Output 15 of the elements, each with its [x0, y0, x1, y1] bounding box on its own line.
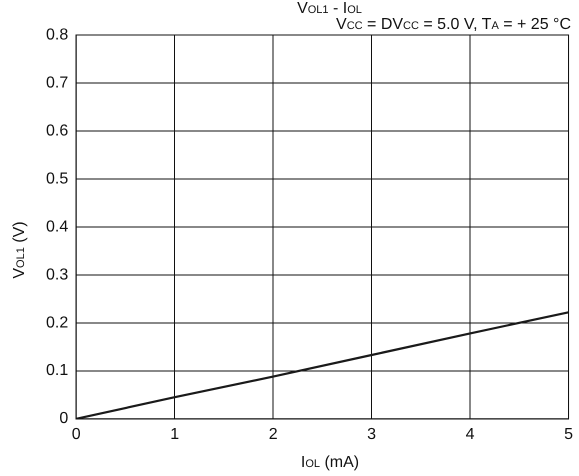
y-tick-label: 0.1	[46, 362, 68, 380]
y-tick-label: 0.6	[46, 122, 68, 140]
y-tick-label: 0.7	[46, 74, 68, 92]
x-tick-label: 3	[367, 426, 376, 443]
y-tick-label: 0.3	[46, 266, 68, 284]
x-tick-label: 5	[564, 426, 574, 443]
y-tick-label: 0.2	[46, 314, 68, 332]
y-tick-label: 0.4	[46, 218, 68, 236]
y-tick-label: 0.5	[46, 170, 68, 188]
x-tick-label: 2	[268, 426, 278, 443]
y-tick-label: 0	[59, 410, 68, 428]
y-tick-label: 0.8	[46, 26, 68, 44]
x-tick-label: 4	[466, 426, 475, 443]
x-tick-label: 0	[72, 426, 81, 443]
x-tick-label: 1	[170, 426, 180, 443]
